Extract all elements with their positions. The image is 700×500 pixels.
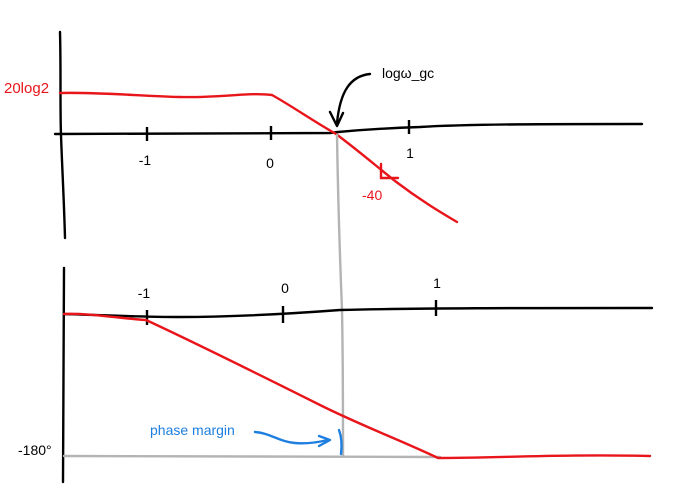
magnitude-curve (58, 91, 459, 224)
phase-y-axis (61, 266, 66, 484)
magnitude-y-label: 20log2 (4, 80, 49, 97)
magnitude-tick-label-0: 0 (266, 155, 274, 171)
phase-margin-arc (337, 428, 343, 456)
magnitude-plot: -1 0 1 -40 20log2 logω_gc (4, 30, 644, 240)
phase-tick-label-0: 0 (281, 280, 289, 296)
phase-margin-label: phase margin (150, 422, 235, 438)
phase-tick-label-1: 1 (433, 275, 441, 291)
phase-y-label: -180° (18, 442, 52, 458)
crossover-arrow (335, 72, 372, 125)
phase-x-axis (62, 306, 654, 319)
magnitude-tick-label-1: 1 (406, 145, 414, 161)
phase-tick-label--1: -1 (138, 285, 151, 301)
crossover-guide-line (335, 133, 345, 457)
slope-triangle (379, 162, 400, 180)
minus-180-reference-line (62, 454, 442, 459)
magnitude-x-axis (53, 122, 644, 136)
phase-curve (62, 312, 652, 460)
phase-margin-arrow (253, 430, 330, 445)
slope-label: -40 (362, 187, 382, 203)
phase-plot: -1 0 1 -180° phase margin (18, 266, 654, 484)
magnitude-tick-label--1: -1 (139, 152, 152, 168)
crossover-label: logω_gc (382, 65, 434, 81)
phase-margin-arrowhead (317, 434, 332, 448)
crossover-arrowhead (328, 110, 345, 128)
